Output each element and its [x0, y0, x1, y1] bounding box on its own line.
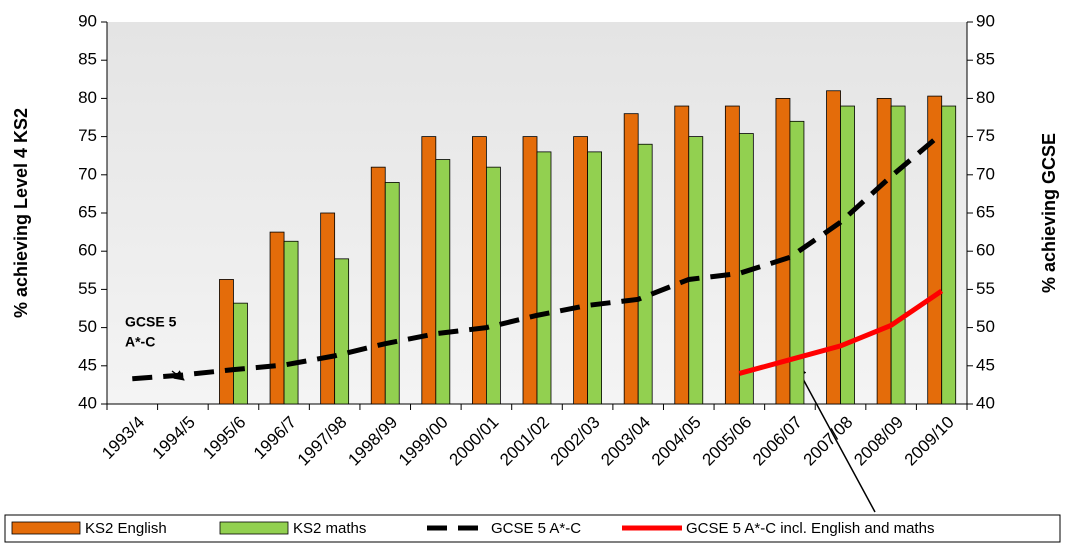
- bar: [283, 240, 299, 405]
- x-tick-label: 1996/7: [250, 413, 300, 463]
- y-tick-label: 60: [78, 241, 97, 260]
- x-tick-label: 2002/03: [547, 413, 604, 470]
- bar: [789, 120, 805, 405]
- bar: [840, 105, 855, 405]
- bar: [384, 182, 400, 405]
- x-tick-label: 1994/5: [149, 413, 199, 463]
- legend-swatch: [11, 521, 81, 535]
- x-tick-label: 1993/4: [98, 413, 148, 463]
- bar: [724, 105, 740, 405]
- bar: [269, 231, 285, 405]
- y-tick-label: 65: [78, 202, 97, 221]
- y2-tick-label: 45: [976, 355, 995, 374]
- y2-tick-label: 50: [976, 317, 995, 336]
- x-tick-label: 2005/06: [698, 413, 755, 470]
- bar: [435, 159, 451, 405]
- legend-label: GCSE 5 A*-C incl. English and maths: [686, 520, 934, 537]
- x-tick-label: 1997/98: [294, 413, 351, 470]
- bar: [219, 279, 234, 405]
- x-tick-label: 2003/04: [597, 413, 654, 470]
- bar: [233, 302, 248, 405]
- bar: [623, 113, 639, 405]
- bar: [637, 143, 653, 405]
- bar: [941, 105, 957, 405]
- y2-tick-label: 55: [976, 279, 995, 298]
- y2-tick-label: 65: [976, 202, 995, 221]
- annotation-arrow: [795, 364, 876, 513]
- y2-tick-label: 75: [976, 126, 995, 145]
- y-tick-label: 75: [78, 126, 97, 145]
- y-tick-label: 50: [78, 317, 97, 336]
- x-tick-label: 2000/01: [446, 413, 503, 470]
- line: [132, 131, 944, 382]
- bar: [573, 136, 588, 405]
- y-tick-label: 55: [78, 279, 97, 298]
- bar: [890, 105, 906, 405]
- y2-tick-label: 90: [976, 11, 995, 30]
- x-tick-label: 2001/02: [496, 413, 553, 470]
- bar: [320, 212, 336, 405]
- y-tick-label: 45: [78, 355, 97, 374]
- x-tick-label: 2008/09: [850, 413, 907, 470]
- y2-tick-label: 80: [976, 88, 995, 107]
- x-tick-label: 2009/10: [901, 413, 958, 470]
- bar: [522, 136, 538, 405]
- y2-tick-label: 60: [976, 241, 995, 260]
- y-tick-label: 70: [78, 164, 97, 183]
- legend-swatch: [219, 521, 289, 535]
- y-axis-title: % achieving Level 4 KS2: [11, 108, 31, 318]
- y2-tick-label: 70: [976, 164, 995, 183]
- x-tick-label: 1995/6: [199, 413, 249, 463]
- annotation: A*-C: [125, 334, 155, 350]
- bar: [370, 166, 386, 405]
- bar: [472, 136, 487, 405]
- legend-label: KS2 English: [85, 520, 167, 537]
- bar: [536, 151, 552, 405]
- y-tick-label: 80: [78, 88, 97, 107]
- annotation: GCSE 5: [125, 314, 177, 330]
- y2-tick-label: 85: [976, 50, 995, 69]
- bar: [674, 105, 690, 405]
- bar: [587, 151, 602, 405]
- x-tick-label: 1999/00: [395, 413, 452, 470]
- y2-tick-label: 40: [976, 393, 995, 412]
- y-tick-label: 90: [78, 11, 97, 30]
- bar: [688, 136, 704, 405]
- line: [738, 288, 944, 376]
- bar: [826, 90, 841, 405]
- bar: [486, 166, 501, 405]
- x-tick-label: 1998/99: [344, 413, 401, 470]
- x-tick-label: 2004/05: [648, 413, 705, 470]
- legend-label: KS2 maths: [293, 520, 366, 537]
- x-tick-label: 2006/07: [749, 413, 806, 470]
- bar: [421, 136, 437, 405]
- legend-label: GCSE 5 A*-C: [491, 520, 581, 537]
- y2-axis-title: % achieving GCSE: [1039, 133, 1059, 293]
- bar: [876, 98, 892, 405]
- y-tick-label: 85: [78, 50, 97, 69]
- legend: [4, 514, 1061, 543]
- bar: [334, 258, 350, 405]
- y-tick-label: 40: [78, 393, 97, 412]
